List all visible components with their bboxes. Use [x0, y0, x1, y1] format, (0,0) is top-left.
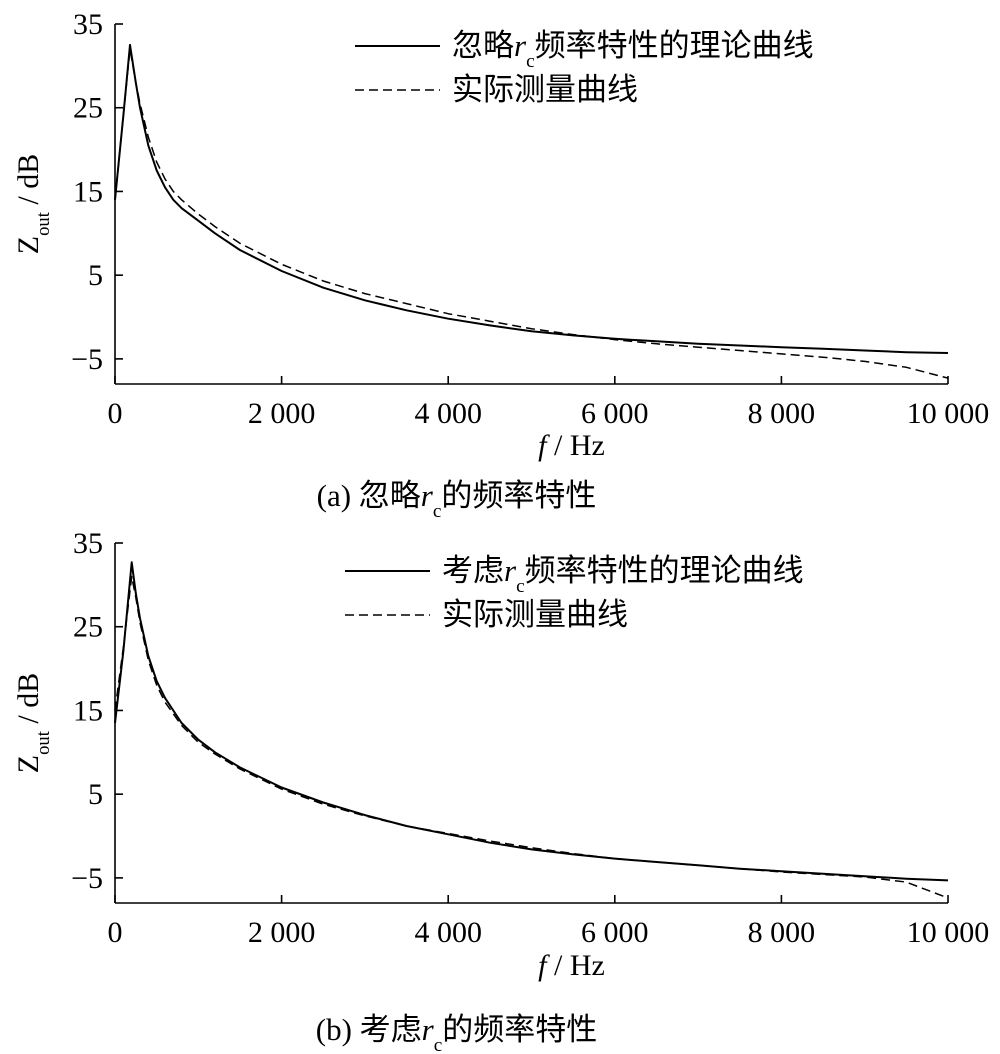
y-tick-label: 5 — [88, 259, 103, 292]
panel-caption: (b) 考虑rc的频率特性 — [316, 1012, 598, 1054]
legend-label: 实际测量曲线 — [452, 72, 638, 107]
y-tick-label: 25 — [73, 92, 103, 125]
x-tick-label: 6 000 — [581, 916, 649, 949]
x-tick-label: 6 000 — [581, 397, 649, 430]
y-tick-label: 5 — [88, 778, 103, 811]
x-tick-label: 10 000 — [907, 397, 990, 430]
y-tick-label: 15 — [73, 694, 103, 727]
y-axis-title: Zout / dB — [12, 673, 54, 773]
y-tick-label: −5 — [71, 862, 103, 895]
x-tick-label: 4 000 — [414, 397, 482, 430]
y-tick-label: 15 — [73, 175, 103, 208]
chart-panel-b: 0 2 000 4 000 6 000 8 000 10 000 −5 5 15 25 35 f / … — [12, 527, 989, 1054]
x-tick-label: 2 000 — [248, 397, 316, 430]
y-tick-label: −5 — [71, 343, 103, 376]
chart-panel-a: 0 2 000 4 000 6 000 8 000 10 000 −5 5 15 25 35 f / … — [12, 8, 989, 522]
series-line-theory — [114, 43, 949, 354]
x-axis-title: f / Hz — [538, 429, 605, 462]
y-axis-title: Zout / dB — [12, 154, 54, 254]
y-tick-label: 35 — [73, 527, 103, 560]
x-tick-label: 10 000 — [907, 916, 990, 949]
legend-label: 考虑rc频率特性的理论曲线 — [442, 553, 804, 597]
panel-caption: (a) 忽略rc的频率特性 — [317, 478, 597, 522]
legend-label: 忽略rc频率特性的理论曲线 — [452, 28, 814, 72]
x-tick-label: 8 000 — [748, 916, 816, 949]
x-tick-label: 8 000 — [748, 397, 816, 430]
x-tick-label: 4 000 — [414, 916, 482, 949]
legend-label: 实际测量曲线 — [442, 597, 628, 632]
x-axis-title: f / Hz — [538, 949, 605, 982]
x-tick-label: 0 — [108, 397, 123, 430]
series-line-theory — [114, 561, 949, 882]
x-tick-label: 2 000 — [248, 916, 316, 949]
x-tick-label: 0 — [108, 916, 123, 949]
y-tick-label: 25 — [73, 611, 103, 644]
y-tick-label: 35 — [73, 8, 103, 41]
